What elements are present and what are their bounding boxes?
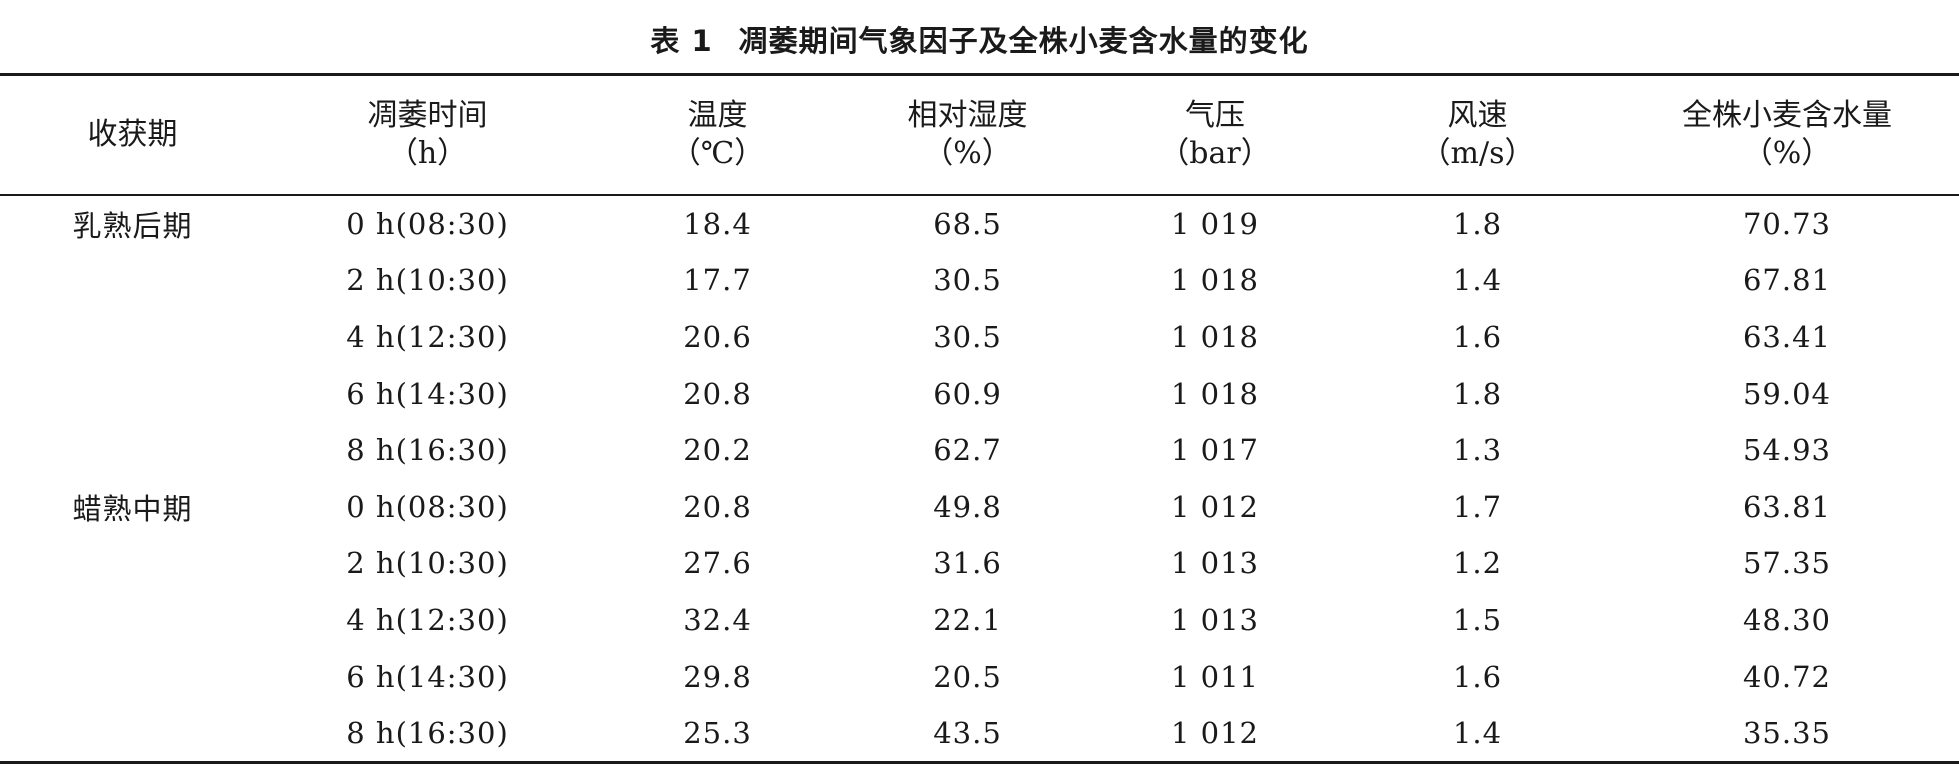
table-row: 4 h(12:30) 20.6 30.5 1 018 1.6 63.41 [0,309,1959,366]
cell-wilting-time: 8 h(16:30) [346,433,509,468]
cell-wind-speed: 1.6 [1452,659,1503,694]
cell-harvest-period [0,365,265,422]
cell-relative-humidity: 31.6 [933,546,1002,581]
header-row: 收获期 凋萎时间 （h） 温度 （℃） 相对湿度 （%） 气压 （bar） 风速 （m/s… [0,73,1959,196]
cell-relative-humidity: 68.5 [933,206,1002,241]
table-title: 凋萎期间气象因子及全株小麦含水量的变化 [738,24,1309,58]
header-pressure: 气压 （bar） [1090,73,1340,196]
cell-whole-plant-moisture: 48.30 [1742,602,1832,637]
table-row: 4 h(12:30) 32.4 22.1 1 013 1.5 48.30 [0,592,1959,649]
cell-harvest-period [0,704,265,765]
cell-relative-humidity: 49.8 [933,489,1002,524]
cell-wilting-time: 8 h(16:30) [265,704,590,765]
cell-relative-humidity: 20.5 [933,659,1002,694]
table-row: 乳熟后期 0 h(08:30) 18.4 68.5 1 019 1.8 70.73 [0,195,1959,253]
cell-harvest-period: 乳熟后期 [72,208,193,243]
header-wind-speed: 风速 （m/s） [1340,73,1615,196]
cell-wind-speed: 1.8 [1452,206,1503,241]
table-row: 2 h(10:30) 27.6 31.6 1 013 1.2 57.35 [0,535,1959,592]
cell-temperature: 20.8 [683,376,752,411]
cell-whole-plant-moisture: 40.72 [1742,659,1832,694]
cell-temperature: 29.8 [683,659,752,694]
cell-temperature: 18.4 [683,206,752,241]
cell-harvest-period [0,422,265,479]
cell-harvest-period [0,592,265,649]
cell-wilting-time: 4 h(12:30) [346,319,509,354]
cell-whole-plant-moisture: 35.35 [1615,704,1959,765]
header-wilting-time: 凋萎时间 （h） [265,73,590,196]
cell-temperature: 25.3 [590,704,845,765]
cell-relative-humidity: 30.5 [933,319,1002,354]
cell-relative-humidity: 22.1 [933,602,1002,637]
cell-relative-humidity: 62.7 [933,433,1002,468]
cell-pressure: 1 019 [1170,206,1260,241]
cell-temperature: 27.6 [683,546,752,581]
cell-wilting-time: 4 h(12:30) [346,602,509,637]
cell-pressure: 1 018 [1170,319,1260,354]
cell-pressure: 1 011 [1170,659,1260,694]
table-number: 表 1 [650,24,713,58]
cell-pressure: 1 018 [1170,376,1260,411]
cell-harvest-period: 蜡熟中期 [72,491,193,526]
cell-temperature: 20.2 [683,433,752,468]
header-whole-plant-moisture: 全株小麦含水量 （%） [1615,73,1959,196]
cell-whole-plant-moisture: 70.73 [1742,206,1832,241]
cell-wilting-time: 2 h(10:30) [346,263,509,298]
table-row: 蜡熟中期 0 h(08:30) 20.8 49.8 1 012 1.7 63.81 [0,478,1959,535]
cell-harvest-period [0,535,265,592]
cell-pressure: 1 012 [1170,489,1260,524]
cell-wind-speed: 1.7 [1452,489,1503,524]
cell-temperature: 20.8 [683,489,752,524]
cell-temperature: 17.7 [683,263,752,298]
header-relative-humidity: 相对湿度 （%） [845,73,1090,196]
cell-whole-plant-moisture: 63.41 [1742,319,1832,354]
cell-wind-speed: 1.5 [1452,602,1503,637]
cell-temperature: 32.4 [683,602,752,637]
cell-wilting-time: 0 h(08:30) [346,489,509,524]
cell-pressure: 1 013 [1170,546,1260,581]
table-caption: 表 1 凋萎期间气象因子及全株小麦含水量的变化 [0,18,1959,60]
cell-relative-humidity: 60.9 [933,376,1002,411]
cell-relative-humidity: 30.5 [933,263,1002,298]
cell-pressure: 1 017 [1170,433,1260,468]
cell-wind-speed: 1.4 [1452,263,1503,298]
cell-relative-humidity: 43.5 [845,704,1090,765]
table-row: 6 h(14:30) 29.8 20.5 1 011 1.6 40.72 [0,648,1959,705]
cell-whole-plant-moisture: 54.93 [1742,433,1832,468]
cell-harvest-period [0,309,265,366]
cell-temperature: 20.6 [683,319,752,354]
cell-harvest-period [0,648,265,705]
table-row: 8 h(16:30) 20.2 62.7 1 017 1.3 54.93 [0,422,1959,479]
cell-wind-speed: 1.8 [1452,376,1503,411]
cell-pressure: 1 013 [1170,602,1260,637]
cell-wind-speed: 1.2 [1452,546,1503,581]
cell-whole-plant-moisture: 67.81 [1742,263,1832,298]
table-body: 乳熟后期 0 h(08:30) 18.4 68.5 1 019 1.8 70.73 2 h(1… [0,195,1959,765]
cell-pressure: 1 012 [1090,704,1340,765]
cell-whole-plant-moisture: 63.81 [1742,489,1832,524]
cell-wilting-time: 0 h(08:30) [346,206,509,241]
cell-wilting-time: 2 h(10:30) [346,546,509,581]
cell-wilting-time: 6 h(14:30) [346,376,509,411]
cell-whole-plant-moisture: 57.35 [1742,546,1832,581]
cell-pressure: 1 018 [1170,263,1260,298]
cell-wind-speed: 1.3 [1452,433,1503,468]
table-row: 8 h(16:30) 25.3 43.5 1 012 1.4 35.35 [0,704,1959,765]
cell-harvest-period [0,252,265,309]
cell-whole-plant-moisture: 59.04 [1742,376,1832,411]
table-row: 6 h(14:30) 20.8 60.9 1 018 1.8 59.04 [0,365,1959,422]
header-harvest-period: 收获期 [0,73,265,196]
weather-moisture-table: 收获期 凋萎时间 （h） 温度 （℃） 相对湿度 （%） 气压 （bar） 风速 （m/s… [0,73,1959,765]
header-temperature: 温度 （℃） [590,73,845,196]
cell-wilting-time: 6 h(14:30) [346,659,509,694]
cell-wind-speed: 1.6 [1452,319,1503,354]
cell-wind-speed: 1.4 [1340,704,1615,765]
table-row: 2 h(10:30) 17.7 30.5 1 018 1.4 67.81 [0,252,1959,309]
